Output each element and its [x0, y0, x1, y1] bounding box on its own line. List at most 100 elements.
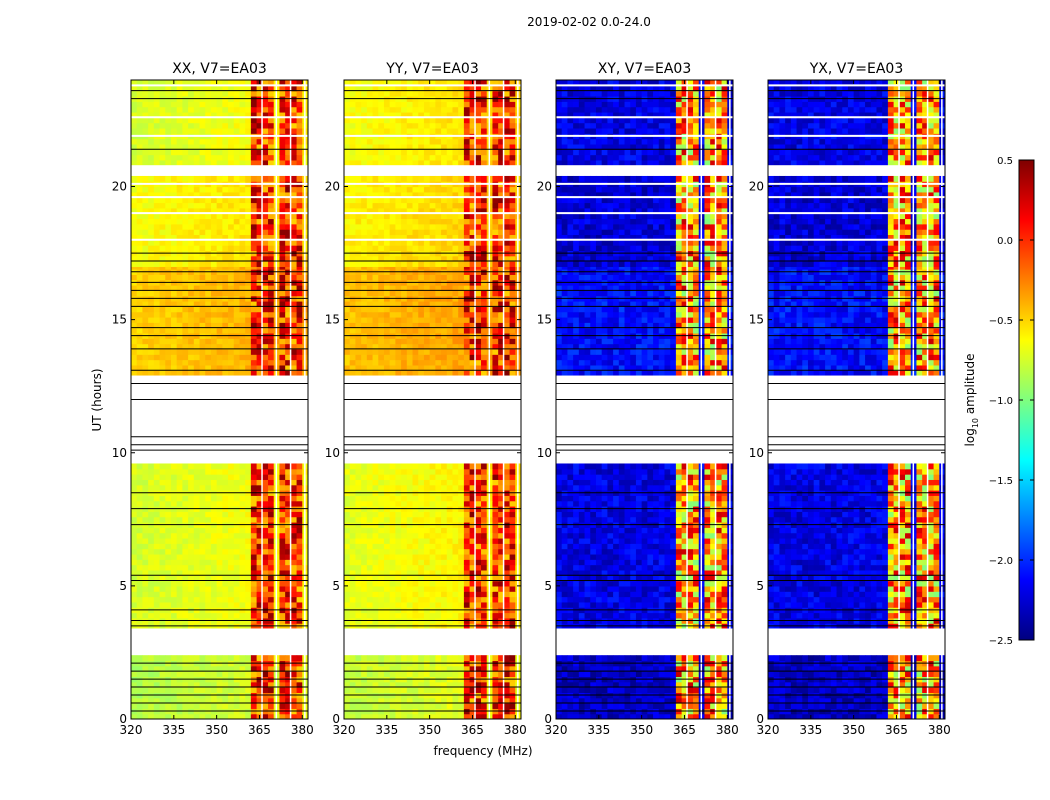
heatmap-cell — [389, 655, 396, 662]
heatmap-cell — [159, 191, 166, 198]
heatmap-cell — [176, 681, 183, 688]
heatmap-cell — [458, 300, 465, 307]
heatmap-cell — [165, 266, 172, 270]
heatmap-cell — [250, 159, 258, 166]
heatmap-cell — [245, 703, 252, 709]
heatmap-cell — [159, 585, 166, 592]
heatmap-cell — [344, 548, 351, 555]
heatmap-cell — [349, 516, 357, 523]
heatmap-cell — [176, 564, 183, 571]
heatmap-cell — [216, 229, 223, 236]
heatmap-cell — [290, 261, 298, 267]
heatmap-cell — [492, 327, 499, 334]
heatmap-cell — [250, 306, 258, 313]
heatmap-cell — [245, 245, 252, 251]
heatmap-cell — [222, 543, 229, 550]
heatmap-cell — [142, 261, 149, 267]
heatmap-cell — [148, 85, 155, 92]
heatmap-cell — [406, 596, 414, 603]
heatmap-cell — [355, 364, 362, 371]
heatmap-cell — [446, 343, 454, 350]
heatmap-cell — [446, 338, 454, 345]
heatmap-cell — [423, 532, 431, 539]
heatmap-cell — [498, 516, 505, 523]
heatmap-cell — [290, 564, 298, 571]
heatmap-cell — [245, 327, 252, 334]
heatmap-cell — [423, 468, 431, 475]
heatmap-cell — [136, 479, 144, 486]
heatmap-cell — [383, 306, 391, 313]
heatmap-cell — [372, 601, 379, 608]
heatmap-cell — [406, 463, 414, 470]
heatmap-cell — [492, 306, 499, 313]
heatmap-cell — [446, 703, 454, 709]
heatmap-cell — [205, 207, 212, 214]
heatmap-cell — [239, 585, 246, 592]
heatmap-cell — [188, 364, 195, 371]
heatmap-cell — [509, 553, 516, 560]
heatmap-cell — [441, 359, 448, 366]
heatmap-cell — [165, 516, 172, 523]
heatmap-cell — [378, 359, 385, 366]
heatmap-cell — [435, 687, 442, 693]
heatmap-cell — [216, 484, 223, 491]
heatmap-cell — [475, 665, 482, 672]
heatmap-cell — [216, 575, 223, 582]
heatmap-cell — [245, 681, 252, 688]
heatmap-cell — [233, 229, 241, 236]
heatmap-cell — [418, 655, 425, 662]
heatmap-cell — [199, 285, 206, 291]
heatmap-cell — [349, 665, 357, 672]
heatmap-cell — [279, 580, 286, 587]
heatmap-cell — [148, 665, 155, 672]
heatmap-cell — [492, 553, 499, 560]
heatmap-cell — [233, 300, 241, 307]
heatmap-cell — [423, 665, 431, 672]
heatmap-cell — [469, 516, 476, 523]
heatmap-cell — [418, 585, 425, 592]
heatmap-cell — [469, 596, 476, 603]
heatmap-cell — [245, 527, 252, 534]
heatmap-cell — [216, 117, 223, 124]
heatmap-cell — [285, 713, 292, 719]
heatmap-cell — [222, 713, 229, 719]
heatmap-cell — [481, 474, 488, 480]
heatmap-cell — [131, 143, 138, 150]
heatmap-cell — [296, 463, 303, 470]
heatmap-cell — [361, 354, 368, 361]
heatmap-cell — [418, 511, 425, 518]
heatmap-cell — [285, 322, 292, 329]
heatmap-cell — [239, 175, 246, 182]
heatmap-cell — [176, 239, 183, 246]
heatmap-cell — [228, 300, 235, 307]
heatmap-cell — [296, 553, 303, 560]
heatmap-cell — [165, 327, 172, 334]
heatmap-cell — [509, 370, 516, 377]
heatmap-cell — [262, 218, 269, 225]
heatmap-cell — [142, 601, 149, 608]
heatmap-cell — [446, 511, 454, 518]
heatmap-cell — [279, 370, 286, 377]
heatmap-cell — [412, 327, 419, 334]
heatmap-cell — [250, 90, 258, 97]
heatmap-cell — [372, 311, 379, 318]
heatmap-cell — [366, 327, 374, 334]
heatmap-cell — [256, 111, 263, 118]
heatmap-cell — [290, 300, 298, 307]
heatmap-cell — [509, 474, 516, 480]
heatmap-cell — [131, 343, 138, 350]
heatmap-cell — [452, 511, 459, 518]
heatmap-cell — [498, 500, 505, 507]
heatmap-cell — [222, 370, 229, 377]
heatmap-cell — [148, 548, 155, 555]
heatmap-cell — [165, 495, 172, 502]
heatmap-cell — [205, 697, 212, 704]
heatmap-cell — [355, 474, 362, 480]
heatmap-cell — [389, 474, 396, 480]
heatmap-cell — [463, 564, 471, 571]
heatmap-cell — [142, 223, 149, 230]
heatmap-cell — [498, 697, 505, 704]
heatmap-cell — [268, 543, 275, 550]
heatmap-cell — [355, 290, 362, 297]
heatmap-cell — [418, 697, 425, 704]
